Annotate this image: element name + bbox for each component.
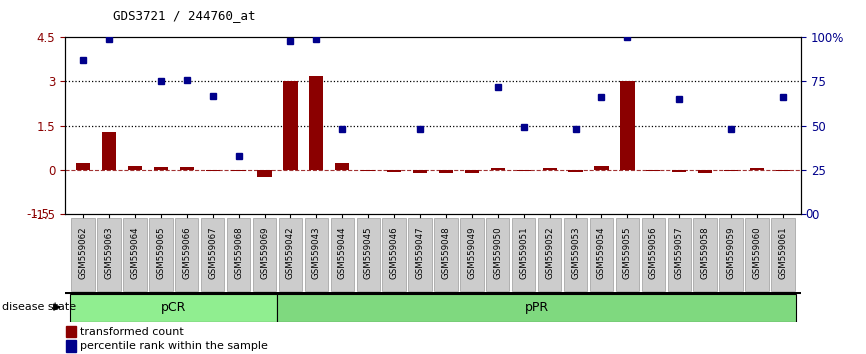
FancyBboxPatch shape (149, 218, 172, 291)
FancyBboxPatch shape (227, 218, 250, 291)
Text: disease state: disease state (2, 302, 76, 312)
Text: GSM559048: GSM559048 (442, 226, 450, 279)
Bar (387, 170, 401, 172)
FancyBboxPatch shape (746, 218, 769, 291)
FancyBboxPatch shape (512, 218, 535, 291)
FancyBboxPatch shape (694, 218, 717, 291)
Text: GSM559053: GSM559053 (571, 226, 580, 279)
Bar (620, 81, 635, 170)
Text: GSM559063: GSM559063 (105, 226, 113, 279)
FancyBboxPatch shape (175, 218, 198, 291)
Bar (128, 166, 142, 170)
FancyBboxPatch shape (383, 218, 406, 291)
Text: percentile rank within the sample: percentile rank within the sample (80, 341, 268, 351)
Bar (283, 81, 298, 170)
FancyBboxPatch shape (71, 218, 94, 291)
FancyBboxPatch shape (279, 218, 302, 291)
Bar (257, 170, 272, 177)
Bar (413, 170, 427, 173)
Text: GSM559046: GSM559046 (390, 226, 398, 279)
FancyBboxPatch shape (97, 218, 120, 291)
Bar (309, 75, 324, 170)
Text: GSM559043: GSM559043 (312, 226, 321, 279)
Text: GSM559052: GSM559052 (545, 226, 554, 279)
Bar (70, 293, 277, 321)
Text: GSM559058: GSM559058 (701, 226, 709, 279)
FancyBboxPatch shape (668, 218, 691, 291)
Text: GSM559049: GSM559049 (468, 226, 476, 279)
FancyBboxPatch shape (253, 218, 276, 291)
Bar (76, 162, 90, 170)
Bar (179, 167, 194, 170)
Bar (465, 170, 479, 173)
Bar (439, 170, 453, 173)
Text: GSM559069: GSM559069 (260, 226, 269, 279)
Text: pPR: pPR (525, 301, 549, 314)
Text: GSM559061: GSM559061 (779, 226, 787, 279)
FancyBboxPatch shape (486, 218, 509, 291)
Text: GSM559044: GSM559044 (338, 226, 346, 279)
FancyBboxPatch shape (123, 218, 146, 291)
Text: GSM559062: GSM559062 (79, 226, 87, 279)
Bar (776, 170, 790, 171)
FancyBboxPatch shape (616, 218, 639, 291)
Text: GSM559051: GSM559051 (520, 226, 528, 279)
Text: GSM559066: GSM559066 (182, 226, 191, 279)
Text: GSM559055: GSM559055 (623, 226, 632, 279)
Text: -1.5: -1.5 (26, 208, 49, 221)
Bar (102, 132, 116, 170)
Text: GDS3721 / 244760_at: GDS3721 / 244760_at (113, 10, 255, 22)
Bar (542, 168, 557, 170)
FancyBboxPatch shape (720, 218, 743, 291)
Text: GSM559056: GSM559056 (649, 226, 658, 279)
Bar (517, 170, 531, 171)
Text: GSM559060: GSM559060 (753, 226, 761, 279)
Bar (594, 166, 609, 170)
Text: GSM559059: GSM559059 (727, 226, 735, 279)
Bar (750, 168, 764, 170)
Bar (67, 341, 76, 352)
Bar (646, 170, 661, 171)
FancyBboxPatch shape (772, 218, 795, 291)
Text: 0: 0 (805, 208, 813, 221)
Text: GSM559047: GSM559047 (416, 226, 424, 279)
Text: GSM559054: GSM559054 (597, 226, 606, 279)
Bar (568, 170, 583, 172)
Text: GSM559065: GSM559065 (157, 226, 165, 279)
Bar (361, 170, 375, 171)
Bar (205, 170, 220, 171)
Bar (724, 170, 738, 171)
Bar (672, 170, 687, 172)
FancyBboxPatch shape (357, 218, 380, 291)
FancyBboxPatch shape (564, 218, 587, 291)
FancyBboxPatch shape (590, 218, 613, 291)
FancyBboxPatch shape (538, 218, 561, 291)
Text: GSM559064: GSM559064 (131, 226, 139, 279)
Text: transformed count: transformed count (80, 327, 184, 337)
FancyBboxPatch shape (305, 218, 328, 291)
Text: GSM559068: GSM559068 (234, 226, 243, 279)
FancyBboxPatch shape (642, 218, 665, 291)
Text: GSM559057: GSM559057 (675, 226, 684, 279)
Bar (335, 164, 349, 170)
FancyBboxPatch shape (460, 218, 483, 291)
Bar (277, 293, 796, 321)
Bar (67, 326, 76, 337)
Text: GSM559067: GSM559067 (208, 226, 217, 279)
FancyBboxPatch shape (201, 218, 224, 291)
Bar (231, 170, 246, 171)
Text: GSM559045: GSM559045 (364, 226, 372, 279)
Bar (154, 167, 168, 170)
FancyBboxPatch shape (434, 218, 457, 291)
Text: GSM559050: GSM559050 (494, 226, 502, 279)
FancyBboxPatch shape (331, 218, 354, 291)
Text: pCR: pCR (161, 301, 186, 314)
Bar (491, 167, 505, 170)
Bar (698, 170, 712, 173)
FancyBboxPatch shape (409, 218, 432, 291)
Text: GSM559042: GSM559042 (286, 226, 295, 279)
